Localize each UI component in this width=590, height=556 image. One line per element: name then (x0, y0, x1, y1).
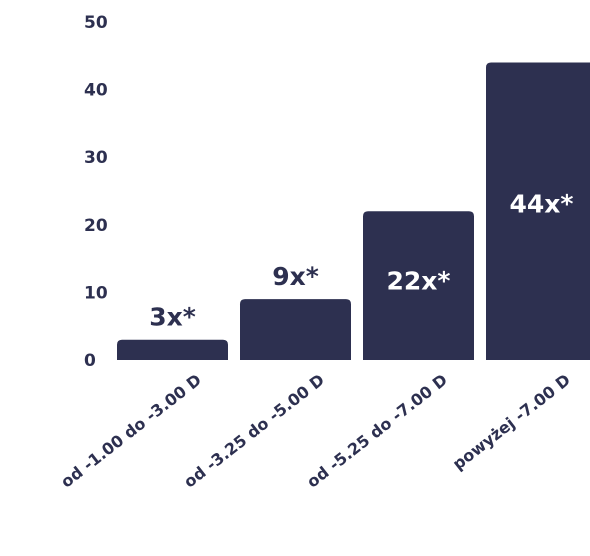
x-tick-label: od -5.25 do -7.00 D (303, 370, 451, 491)
y-tick-label: 50 (84, 13, 108, 33)
x-tick-label: powyżej -7.00 D (449, 370, 574, 474)
data-label: 44x* (510, 190, 574, 219)
y-axis: 0 10 20 30 40 50 (84, 13, 108, 371)
y-tick-label: 20 (84, 216, 108, 236)
y-tick-label: 0 (84, 351, 96, 371)
y-tick-label: 10 (84, 283, 108, 303)
bar (240, 299, 351, 360)
y-tick-label: 40 (84, 81, 108, 101)
data-label: 9x* (272, 262, 319, 291)
bar (117, 340, 228, 360)
y-tick-label: 30 (84, 148, 108, 168)
data-label: 22x* (387, 266, 451, 295)
data-label: 3x* (149, 303, 196, 332)
x-axis: od -1.00 do -3.00 Dod -3.25 do -5.00 Dod… (57, 370, 574, 491)
